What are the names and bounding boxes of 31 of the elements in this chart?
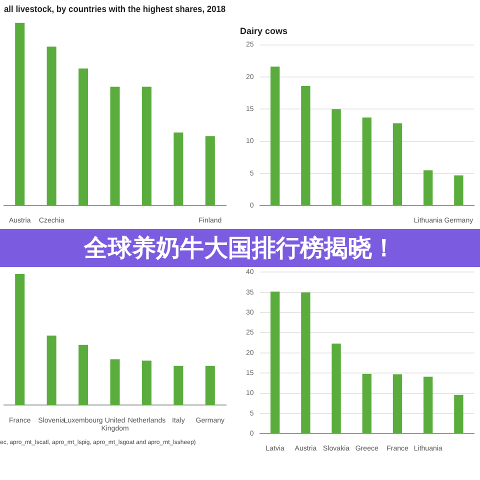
bar	[15, 22, 25, 206]
bar	[46, 46, 56, 206]
bar	[454, 394, 464, 434]
bar	[142, 360, 152, 406]
bar	[205, 136, 215, 206]
bar	[301, 86, 310, 206]
bar	[110, 359, 120, 406]
bar	[270, 66, 280, 206]
bar	[362, 374, 372, 434]
bar	[78, 344, 88, 406]
bar	[270, 292, 280, 434]
bar	[110, 86, 120, 206]
text: 全球养奶牛大国排行榜揭晓！	[84, 233, 396, 264]
chart-title: Dairy cows	[240, 26, 288, 36]
bar	[78, 68, 88, 206]
bar	[174, 132, 184, 206]
bar	[332, 109, 341, 206]
bar	[362, 117, 372, 206]
bar	[174, 366, 184, 406]
bar	[392, 123, 402, 206]
bar	[424, 376, 433, 434]
bar	[15, 274, 25, 406]
chart-title: all livestock, by countries with the highest shares, 2018	[4, 4, 226, 14]
bar	[424, 170, 433, 206]
bar	[46, 336, 56, 406]
bar	[332, 344, 341, 434]
bar	[454, 175, 464, 206]
bar	[205, 366, 215, 406]
bar	[301, 292, 310, 434]
bar	[142, 86, 152, 206]
bar	[392, 374, 402, 434]
